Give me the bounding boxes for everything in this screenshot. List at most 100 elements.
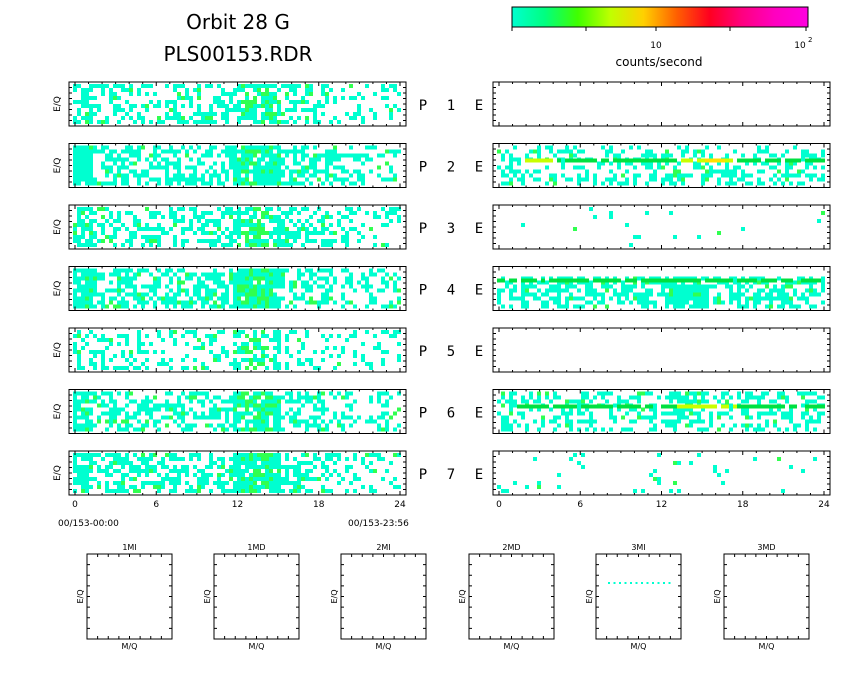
right-panel-4-cell <box>641 292 645 297</box>
left-panel-7-cell <box>261 465 265 469</box>
right-panel-2-cell <box>813 153 817 158</box>
left-panel-4-cell <box>113 268 117 273</box>
left-panel-7-cell <box>245 481 249 485</box>
right-panel-2-cell <box>597 161 601 166</box>
left-panel-5-cell <box>341 350 345 354</box>
left-panel-5-cell <box>313 366 317 370</box>
left-panel-6-cell <box>341 395 345 400</box>
left-panel-4-cell <box>221 300 225 305</box>
right-panel-6-cell <box>629 419 633 424</box>
left-panel-3-cell <box>121 243 125 247</box>
left-panel-7-cell <box>269 489 273 493</box>
right-panel-2-cell <box>649 153 653 158</box>
right-panel-2-cell <box>501 153 505 158</box>
left-panel-6-cell <box>281 427 285 432</box>
left-panel-2-cell <box>157 177 161 182</box>
left-panel-3-cell <box>277 239 281 243</box>
left-panel-2-cell <box>169 149 173 154</box>
right-panel-2-cell <box>509 157 513 162</box>
left-panel-6-cell <box>233 411 237 416</box>
left-panel-2-cell <box>209 165 213 170</box>
left-panel-3-cell <box>101 223 105 227</box>
left-panel-4-cell <box>361 272 365 277</box>
right-panel-2-cell <box>521 177 525 182</box>
right-panel-6-cell <box>765 419 769 424</box>
left-panel-6-cell <box>289 407 293 412</box>
right-panel-4-cell <box>521 300 525 305</box>
left-panel-2-cell <box>137 181 141 186</box>
left-panel-3-cell <box>349 219 353 223</box>
left-panel-7-cell <box>93 453 97 457</box>
left-panel-7-cell <box>361 461 365 465</box>
left-panel-5-cell <box>105 346 109 350</box>
right-panel-2-cell <box>613 177 617 182</box>
left-panel-6-cell <box>105 419 109 424</box>
left-panel-6-cell <box>157 427 161 432</box>
right-panel-4-cell <box>609 296 613 301</box>
left-panel-4-cell <box>77 268 81 273</box>
left-panel-4-cell <box>205 272 209 277</box>
left-panel-6-cell <box>129 423 133 428</box>
right-panel-4-cell <box>525 284 529 289</box>
right-panel-6-cell <box>681 411 685 416</box>
left-panel-7-cell <box>129 469 133 473</box>
left-panel-4-cell <box>89 296 93 301</box>
left-panel-7-cell <box>233 485 237 489</box>
left-panel-2-cell <box>269 153 273 158</box>
left-panel-3-cell <box>277 243 281 247</box>
left-panel-7-cell <box>105 473 109 477</box>
right-panel-4-band-cell <box>765 278 769 283</box>
left-panel-5-cell <box>209 334 213 338</box>
left-panel-7-cell <box>297 465 301 469</box>
left-panel-4-cell <box>257 304 261 309</box>
right-panel-6-cell <box>689 411 693 416</box>
left-panel-7-cell <box>73 469 77 473</box>
left-panel-3-cell <box>341 215 345 219</box>
right-panel-6-cell <box>797 423 801 428</box>
left-panel-2-cell <box>121 165 125 170</box>
right-panel-4-band-cell <box>585 278 589 283</box>
right-panel-4-band-cell <box>677 278 681 283</box>
left-panel-1-cell <box>265 112 269 116</box>
left-panel-7-cell <box>309 489 313 493</box>
left-panel-2-cell <box>393 173 397 178</box>
left-panel-5-cell <box>217 330 221 334</box>
right-panel-4-band-cell <box>741 278 745 283</box>
left-panel-3-cell <box>253 211 257 215</box>
left-panel-7-cell <box>181 469 185 473</box>
left-panel-7-cell <box>373 489 377 493</box>
right-panel-6-cell <box>513 403 517 408</box>
left-panel-1-cell <box>253 112 257 116</box>
left-panel-2-cell <box>169 181 173 186</box>
left-panel-7-cell <box>213 481 217 485</box>
left-panel-2-cell <box>129 149 133 154</box>
right-panel-2-band-cell <box>589 158 593 163</box>
left-panel-3-cell <box>321 231 325 235</box>
left-panel-6-cell <box>109 407 113 412</box>
left-panel-3-cell <box>245 235 249 239</box>
right-panel-2-cell <box>545 181 549 186</box>
left-panel-2-cell <box>241 169 245 174</box>
left-panel-3-cell <box>361 235 365 239</box>
left-panel-5-cell <box>161 358 165 362</box>
right-panel-2-cell <box>597 165 601 170</box>
left-panel-6-cell <box>297 395 301 400</box>
left-panel-5-cell <box>121 350 125 354</box>
left-panel-6-cell <box>125 395 129 400</box>
right-panel-6-cell <box>653 423 657 428</box>
left-panel-4-cell <box>189 272 193 277</box>
left-panel-4-cell <box>269 296 273 301</box>
left-panel-7-cell <box>305 453 309 457</box>
right-panel-4-cell <box>509 304 513 309</box>
right-panel-6-cell <box>673 411 677 416</box>
left-panel-3-cell <box>321 215 325 219</box>
right-panel-6-band-cell <box>685 404 689 409</box>
left-panel-4-cell <box>309 272 313 277</box>
left-panel-7-cell <box>329 473 333 477</box>
left-panel-2-cell <box>161 157 165 162</box>
left-panel-7-cell <box>81 485 85 489</box>
left-panel-5-cell <box>305 358 309 362</box>
left-panel-3-cell <box>109 211 113 215</box>
left-panel-2-cell <box>225 169 229 174</box>
left-panel-4-cell <box>285 304 289 309</box>
